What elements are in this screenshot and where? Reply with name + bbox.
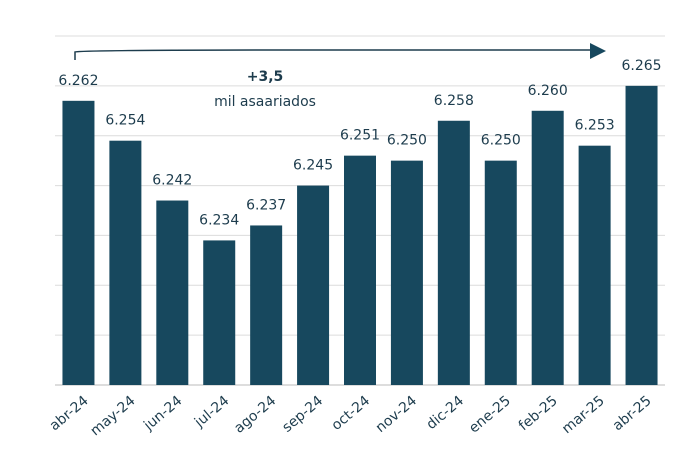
value-label: 6.254 [105, 113, 145, 129]
x-tick-label: dic-24 [424, 393, 468, 433]
x-tick-label: mar-25 [559, 393, 608, 437]
value-label: 6.250 [481, 133, 521, 149]
bar [531, 110, 564, 386]
value-label: 6.245 [293, 158, 333, 174]
x-tick-label: feb-25 [516, 393, 561, 434]
bar [156, 200, 189, 385]
x-tick-label: may-24 [88, 393, 139, 439]
value-label: 6.234 [199, 212, 239, 228]
bar [437, 120, 470, 385]
x-tick-label: sep-24 [279, 393, 326, 436]
bar [250, 225, 283, 385]
trend-arrow [74, 49, 592, 60]
value-label: 6.253 [575, 118, 615, 134]
bar [109, 140, 142, 385]
value-label: 6.242 [152, 173, 192, 189]
bar [390, 160, 423, 385]
x-tick-label: jun-24 [140, 393, 185, 435]
bar [484, 160, 517, 385]
bar [62, 100, 95, 386]
value-label: 6.260 [528, 83, 568, 99]
annotation-text: mil asaariados [214, 94, 316, 110]
annotation-value: +3,5 [247, 69, 284, 85]
x-tick-label: ene-25 [466, 393, 514, 437]
bar [578, 145, 611, 385]
arrow-head [590, 43, 606, 59]
x-tick-label: jul-24 [191, 393, 232, 431]
bar [203, 240, 236, 385]
value-label: 6.258 [434, 93, 474, 109]
value-label: 6.265 [621, 58, 661, 74]
value-label: 6.250 [387, 133, 427, 149]
x-tick-label: abr-24 [47, 393, 92, 434]
x-tick-label: ago-24 [231, 393, 279, 437]
bar [297, 185, 330, 385]
bar [625, 85, 658, 385]
x-tick-label: abr-25 [610, 393, 655, 434]
value-label: 6.262 [58, 73, 98, 89]
value-label: 6.251 [340, 128, 380, 144]
bar [344, 155, 376, 385]
x-tick-label: nov-24 [373, 393, 420, 436]
x-tick-label: oct-24 [329, 393, 374, 434]
value-label: 6.237 [246, 197, 286, 213]
